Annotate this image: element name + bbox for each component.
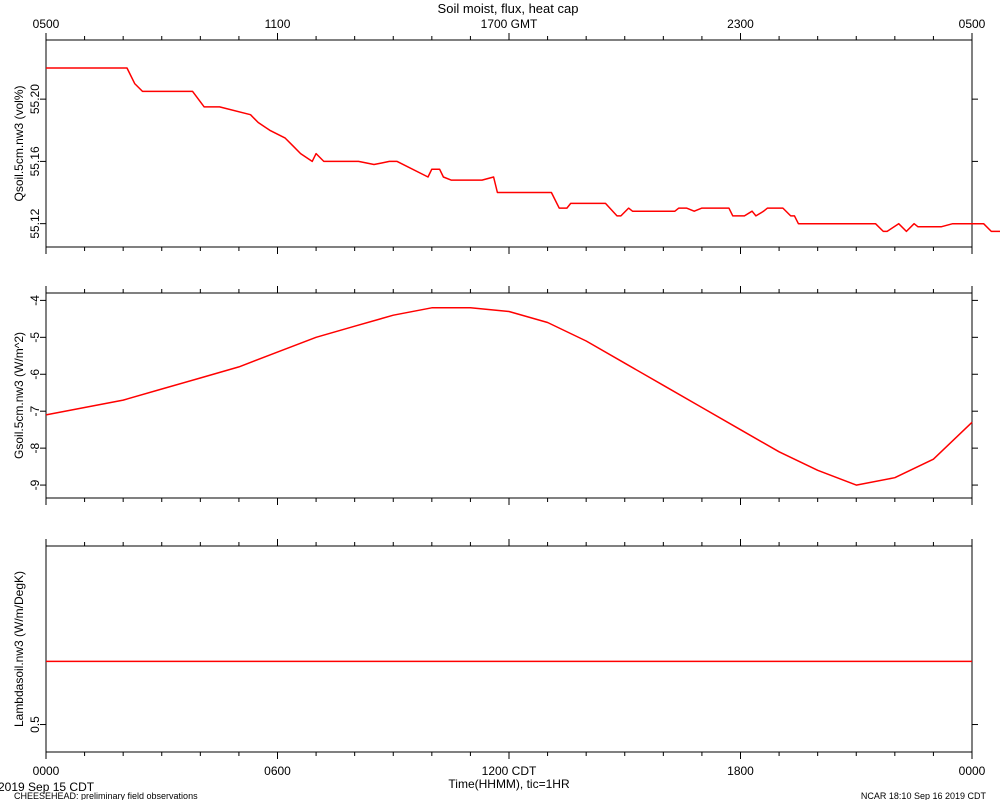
panel-frame (45, 545, 973, 753)
y-tick-label: 55.16 (28, 146, 42, 176)
y-axis-label: Qsoil.5cm.nw3 (vol%) (12, 85, 26, 201)
footer-project-note: CHEESEHEAD: preliminary field observatio… (14, 791, 198, 800)
footer-date-left: 2019 Sep 15 CDT (0, 780, 95, 794)
chart-panel-2: -9 -8 -7 -6 -5 -4 Gsoil.5cm.nw3 (W/m^2) (12, 286, 978, 505)
x-axis-label: Time(HHMM), tic=1HR (448, 777, 570, 791)
top-x-tick-label: 0500 (33, 17, 60, 31)
top-x-tick-label: 1100 (265, 17, 291, 31)
chart-title: Soil moist, flux, heat cap (438, 1, 579, 16)
y-tick-label: -9 (28, 479, 42, 490)
y-tick-label: -5 (28, 332, 42, 343)
y-tick-label: 55.20 (28, 84, 42, 114)
y-tick-label: 55.12 (28, 208, 42, 238)
y-tick-label: -4 (28, 295, 42, 306)
y-tick-label: -7 (28, 406, 42, 417)
y-axis-label: Lambdasoil.nw3 (W/m/DegK) (12, 571, 26, 727)
top-x-tick-label: 2300 (727, 17, 754, 31)
footer-group: 2019 Sep 15 CDT CHEESEHEAD: preliminary … (0, 780, 987, 801)
series-line-2 (45, 307, 973, 486)
bottom-x-tick-label: 0000 (33, 764, 60, 778)
panel-frame (45, 39, 973, 248)
y-tick-label: 0.5 (28, 716, 42, 733)
bottom-x-tick-label: 1200 CDT (482, 764, 537, 778)
panel-frame (45, 292, 973, 499)
bottom-x-tick-label: 0000 (959, 764, 986, 778)
top-x-tick-label: 0500 (959, 17, 986, 31)
footer-credit: NCAR 18:10 Sep 16 2019 CDT (861, 791, 987, 800)
bottom-axis: 0000 0600 1200 CDT 1800 0000 Time(HHMM), tic=… (33, 764, 986, 791)
top-x-tick-label: 1700 GMT (481, 17, 538, 31)
y-tick-label: -8 (28, 442, 42, 453)
series-line-1 (46, 67, 1000, 233)
bottom-x-tick-label: 0600 (264, 764, 291, 778)
y-axis-label: Gsoil.5cm.nw3 (W/m^2) (12, 332, 26, 459)
bottom-x-tick-label: 1800 (727, 764, 754, 778)
y-tick-label: -6 (28, 369, 42, 380)
